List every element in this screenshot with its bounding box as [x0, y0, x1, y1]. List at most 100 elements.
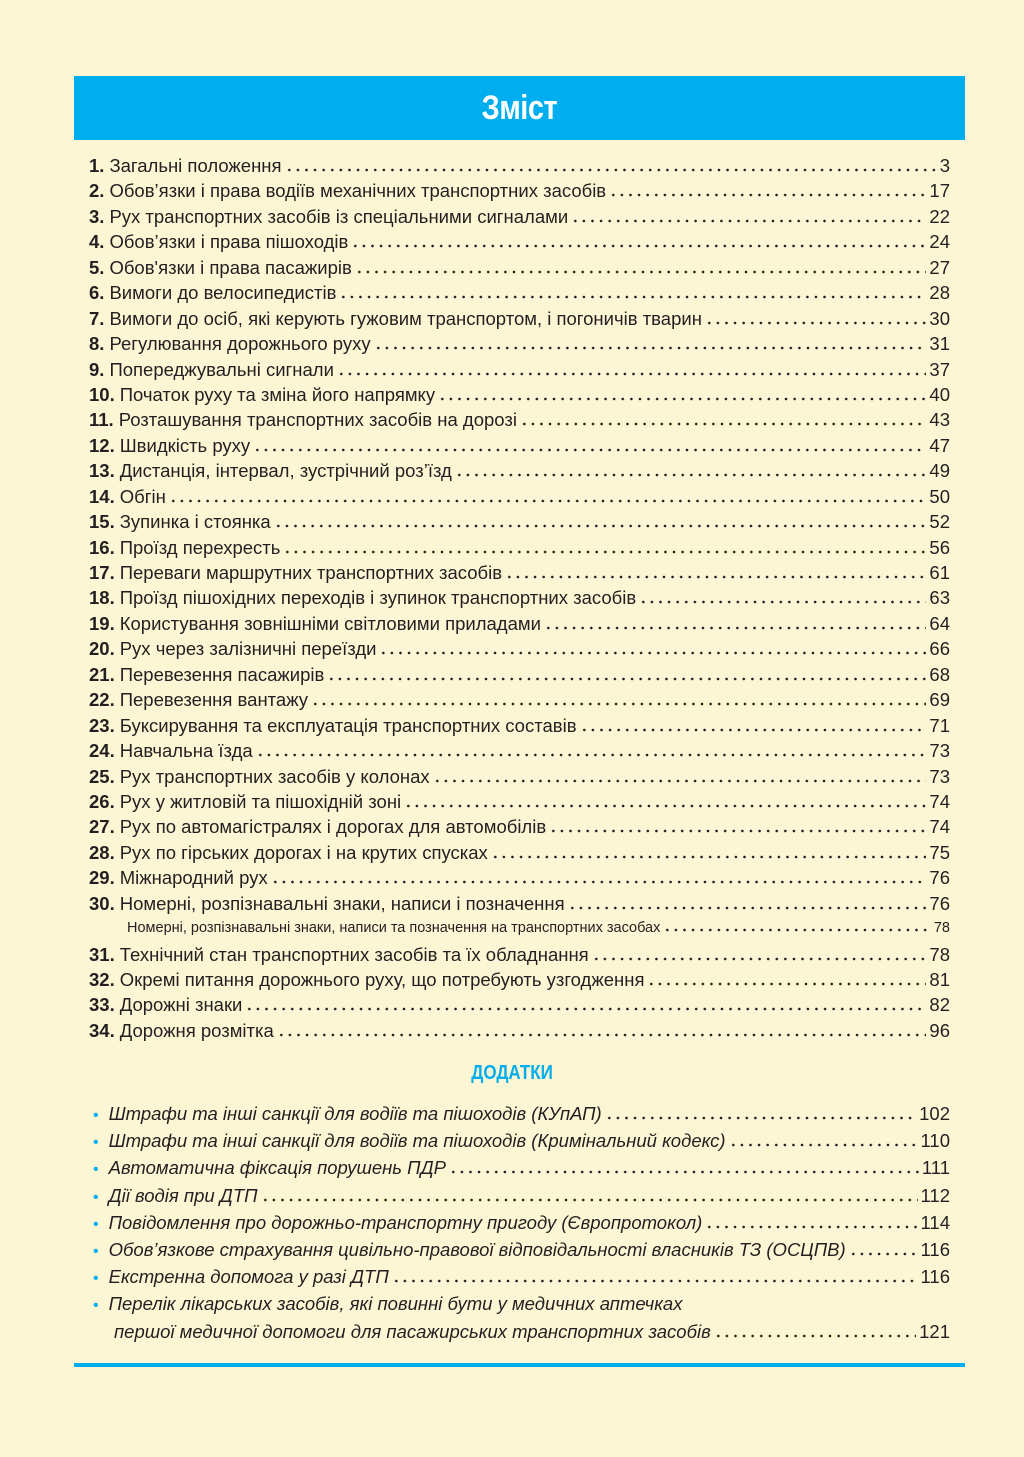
- toc-entry[interactable]: 3. Рух транспортних засобів із спеціальни…: [89, 204, 950, 229]
- dot-leader: [273, 524, 927, 529]
- toc-entry[interactable]: 16. Проїзд перехресть 56: [89, 535, 950, 560]
- appendix-item-continuation[interactable]: першої медичної допомоги для пасажирськи…: [93, 1318, 950, 1345]
- appendix-item[interactable]: • Штрафи та інші санкції для водіїв та пі…: [93, 1127, 950, 1154]
- toc-entry[interactable]: 6. Вимоги до велосипедистів 28: [89, 280, 950, 305]
- page-title: Зміст: [481, 88, 558, 127]
- appendix-list: • Штрафи та інші санкції для водіїв та пі…: [93, 1100, 950, 1345]
- dot-leader: [311, 702, 927, 707]
- toc-entry[interactable]: 28. Рух по гірських дорогах і на крутих с…: [89, 840, 950, 865]
- entry-title: Користування зовнішніми світловими прила…: [119, 612, 541, 634]
- appendix-item[interactable]: • Штрафи та інші санкції для водіїв та пі…: [93, 1100, 950, 1127]
- entry-title: Дорожні знаки: [119, 994, 243, 1016]
- dot-leader: [168, 498, 927, 503]
- bullet-icon: •: [93, 1215, 99, 1233]
- dot-leader: [543, 625, 927, 630]
- entry-number: 28.: [89, 841, 115, 863]
- dot-leader: [454, 473, 927, 478]
- entry-number: 16.: [89, 536, 115, 558]
- entry-title: Швидкість руху: [119, 434, 251, 456]
- entry-page: 69: [929, 689, 950, 711]
- appendix-item-page: 116: [920, 1238, 951, 1260]
- toc-entry[interactable]: 15. Зупинка і стоянка 52: [89, 509, 950, 534]
- entry-page: 17: [929, 180, 950, 202]
- toc-entry[interactable]: 13. Дистанція, інтервал, зустрічний роз’ї…: [89, 458, 950, 483]
- entry-title: Перевезення вантажу: [119, 689, 309, 711]
- entry-page: 31: [929, 333, 950, 355]
- toc-entry[interactable]: 26. Рух у житловій та пішохідній зоні 74: [89, 789, 950, 814]
- dot-leader: [609, 193, 927, 198]
- toc-entry[interactable]: 19. Користування зовнішніми світловими пр…: [89, 611, 950, 636]
- toc-entry[interactable]: 21. Перевезення пасажирів 68: [89, 662, 950, 687]
- toc-entry[interactable]: 12. Швидкість руху 47: [89, 433, 950, 458]
- toc-entry[interactable]: 11. Розташування транспортних засобів на …: [89, 407, 950, 432]
- toc-entry[interactable]: 23. Буксирування та експлуатація транспор…: [89, 713, 950, 738]
- entry-page: 47: [929, 434, 950, 456]
- toc-entry[interactable]: 1. Загальні положення 3: [89, 153, 950, 178]
- entry-title: Проїзд перехресть: [119, 536, 281, 558]
- bullet-icon: •: [93, 1107, 99, 1124]
- toc-entry[interactable]: 18. Проїзд пішохідних переходів і зупинок…: [89, 585, 950, 610]
- appendix-item-page: 102: [919, 1103, 950, 1124]
- appendix-item[interactable]: • Повідомлення про дорожньо-транспортну п…: [93, 1209, 950, 1236]
- dot-leader: [579, 727, 927, 732]
- entry-title: Дорожня розмітка: [119, 1019, 274, 1041]
- toc-entry[interactable]: 22. Перевезення вантажу 69: [89, 687, 950, 712]
- entry-title: Розташування транспортних засобів на дор…: [118, 409, 517, 431]
- entry-number: 17.: [89, 562, 115, 583]
- toc-entry[interactable]: 2. Обов’язки і права водіїв механічних тр…: [89, 178, 950, 203]
- appendix-item[interactable]: • Перелік лікарських засобів, які повинні…: [93, 1290, 950, 1317]
- toc-subentry[interactable]: Номерні, розпізнавальні знаки, написи та…: [89, 916, 950, 941]
- entry-title: Обов’язки і права водіїв механічних тран…: [109, 180, 607, 202]
- toc-entry[interactable]: 30. Номерні, розпізнавальні знаки, написи…: [89, 891, 950, 916]
- dot-leader: [549, 829, 927, 834]
- entry-number: 3.: [89, 205, 105, 227]
- appendix-item[interactable]: • Обов’язкове страхування цивільно-правов…: [93, 1236, 950, 1263]
- toc-entry[interactable]: 9. Попереджувальні сигнали 37: [89, 357, 950, 382]
- entry-title: Зупинка і стоянка: [119, 511, 271, 533]
- entry-title: Навчальна їзда: [119, 740, 253, 762]
- toc-entry[interactable]: 29. Міжнародний рух 76: [89, 865, 950, 890]
- entry-number: 7.: [89, 307, 105, 329]
- entry-number: 15.: [89, 511, 115, 533]
- dot-leader: [276, 1032, 927, 1037]
- toc-entry[interactable]: 5. Обов'язки і права пасажирів 27: [89, 255, 950, 280]
- appendix-item-page: 121: [919, 1320, 950, 1342]
- entry-number: 24.: [89, 740, 115, 762]
- appendix-item[interactable]: • Автоматична фіксація порушень ПДР 111: [93, 1154, 950, 1181]
- appendix-item[interactable]: • Екстренна допомога у разі ДТП 116: [93, 1263, 950, 1290]
- entry-number: 9.: [89, 358, 105, 380]
- toc-entry[interactable]: 4. Обов’язки і права пішоходів 24: [89, 229, 950, 254]
- toc-entry[interactable]: 24. Навчальна їзда 73: [89, 738, 950, 763]
- toc-entry[interactable]: 14. Обгін 50: [89, 484, 950, 509]
- toc-entry[interactable]: 34. Дорожня розмітка 96: [89, 1018, 950, 1043]
- toc-entry[interactable]: 27. Рух по автомагістралях і дорогах для …: [89, 814, 950, 839]
- dot-leader: [432, 778, 927, 783]
- toc-entry[interactable]: 31. Технічний стан транспортних засобів т…: [89, 942, 950, 967]
- dot-leader: [848, 1251, 918, 1256]
- bullet-icon: •: [93, 1134, 99, 1152]
- entry-title: Обов’язки і права пішоходів: [109, 231, 349, 253]
- appendix-heading: ДОДАТКИ: [0, 1062, 1024, 1085]
- entry-number: 19.: [89, 612, 115, 634]
- entry-number: 31.: [89, 943, 115, 965]
- appendix-item[interactable]: • Дії водія при ДТП 112: [93, 1182, 950, 1209]
- toc-entry[interactable]: 32. Окремі питання дорожнього руху, що по…: [89, 967, 950, 992]
- toc-entry[interactable]: 20. Рух через залізничні переїзди 66: [89, 636, 950, 661]
- dot-leader: [373, 346, 927, 351]
- toc-entry[interactable]: 25. Рух транспортних засобів у колонах 73: [89, 764, 950, 789]
- table-of-contents: 1. Загальні положення 3 2. Обов’язки і права…: [89, 153, 950, 1043]
- entry-title: Рух транспортних засобів у колонах: [119, 765, 430, 787]
- appendix-heading-text: ДОДАТКИ: [471, 1062, 553, 1084]
- dot-leader: [704, 320, 927, 325]
- dot-leader: [438, 396, 927, 401]
- toc-entry[interactable]: 33. Дорожні знаки 82: [89, 992, 950, 1017]
- toc-entry[interactable]: 7. Вимоги до осіб, які керують гужовим тр…: [89, 306, 950, 331]
- toc-entry[interactable]: 10. Початок руху та зміна його напрямку 40: [89, 382, 950, 407]
- toc-entry[interactable]: 17. Переваги маршрутних транспортних засо…: [89, 560, 950, 585]
- dot-leader: [490, 854, 927, 859]
- dot-leader: [379, 651, 927, 656]
- entry-number: 12.: [89, 434, 115, 456]
- appendix-item-title: Дії водія при ДТП: [108, 1184, 258, 1206]
- dot-leader: [713, 1333, 917, 1338]
- toc-entry[interactable]: 8. Регулювання дорожнього руху 31: [89, 331, 950, 356]
